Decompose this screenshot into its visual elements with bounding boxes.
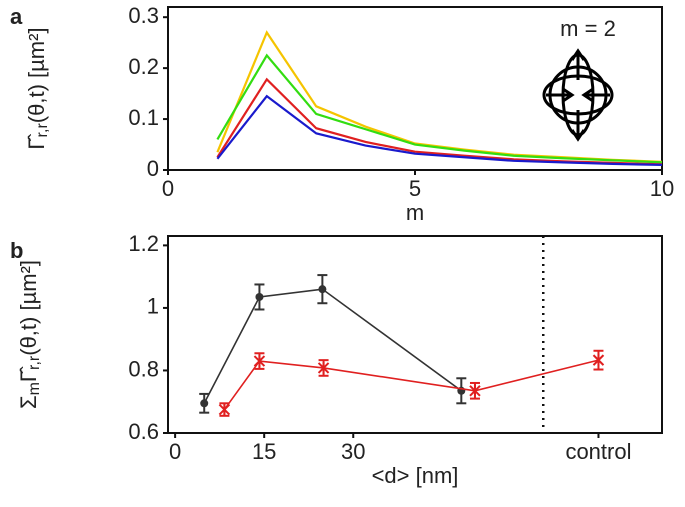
y-axis-label: ΣmΓ̂r,r(θ,t) [µm²] xyxy=(16,260,43,409)
y-tick-label: 0.3 xyxy=(128,3,159,28)
y-tick-label: 0.1 xyxy=(128,105,159,130)
y-tick-label: 0.6 xyxy=(128,419,159,444)
y-axis-label-part: Σ xyxy=(16,395,41,409)
point xyxy=(200,399,209,408)
series-line xyxy=(203,288,462,404)
icon-arrow-head xyxy=(570,129,586,142)
series-line xyxy=(216,53,663,164)
y-axis-label-subscript: r,r xyxy=(34,123,51,138)
y-axis-label-subscript: m xyxy=(26,382,43,395)
y-axis-label-subscript: r,r xyxy=(26,355,43,370)
point xyxy=(218,403,231,416)
mode-icon xyxy=(542,48,614,142)
y-axis-label-part: (θ,t) [µm²] xyxy=(24,27,49,123)
series-line xyxy=(216,94,663,167)
y-axis-label: Γ̂r,r(θ,t) [µm²] xyxy=(24,27,51,149)
plot-frame xyxy=(167,235,663,434)
x-tick-label: 10 xyxy=(650,176,674,201)
x-axis-label: m xyxy=(406,200,424,225)
x-axis-label: <d> [nm] xyxy=(372,463,459,488)
point xyxy=(592,354,605,367)
x-tick-label: 15 xyxy=(252,439,276,464)
point xyxy=(318,285,327,294)
y-axis-label-part: Γ̂ xyxy=(16,366,41,382)
icon-arrow-head xyxy=(581,87,594,103)
x-tick-label: 0 xyxy=(169,439,181,464)
y-tick-label: 0 xyxy=(147,156,159,181)
y-tick-label: 0.8 xyxy=(128,356,159,381)
point xyxy=(469,384,481,397)
point xyxy=(317,361,330,374)
panel-label: a xyxy=(10,4,23,29)
series-line xyxy=(216,77,663,166)
x-tick-label: 0 xyxy=(162,176,174,201)
y-tick-label: 0.2 xyxy=(128,54,159,79)
point xyxy=(253,355,266,368)
annotation: m = 2 xyxy=(560,16,616,41)
icon-arrow-head xyxy=(570,48,586,61)
y-axis-label-part: Γ̂ xyxy=(24,133,49,149)
icon-arrow-head xyxy=(562,87,575,103)
y-tick-label: 1.2 xyxy=(128,231,159,256)
panel-label: b xyxy=(10,238,23,263)
x-tick-label: 5 xyxy=(409,176,421,201)
x-tick-label: control xyxy=(565,439,631,464)
x-tick-label: 30 xyxy=(341,439,365,464)
point xyxy=(255,292,264,301)
y-tick-label: 1 xyxy=(147,294,159,319)
y-axis-label-part: (θ,t) [µm²] xyxy=(16,260,41,356)
